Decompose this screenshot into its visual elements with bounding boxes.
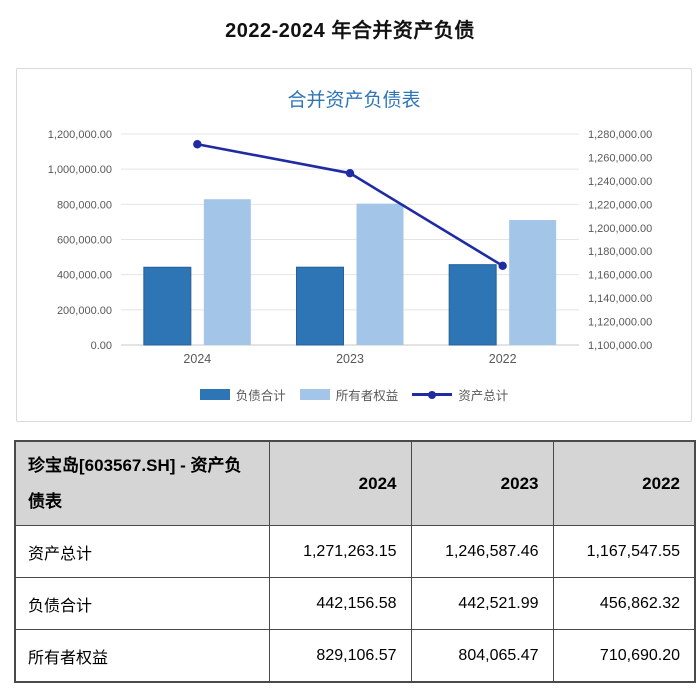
left-axis-tick-label: 1,200,000.00 bbox=[48, 129, 112, 141]
legend-label-equity: 所有者权益 bbox=[335, 389, 399, 403]
cell-value: 710,690.20 bbox=[552, 629, 696, 683]
line-marker-2024 bbox=[193, 140, 202, 149]
bar-equity-2023 bbox=[356, 203, 404, 345]
row-label: 负债合计 bbox=[14, 577, 270, 631]
legend-item-equity: 所有者权益 bbox=[299, 385, 399, 404]
table-row-owners-equity: 所有者权益 829,106.57 804,065.47 710,690.20 bbox=[14, 629, 696, 683]
legend-label-assets: 资产总计 bbox=[458, 389, 509, 403]
combo-chart: 0.00 200,000.00 400,000.00 600,000.00 800,00… bbox=[48, 129, 652, 366]
left-axis-tick-label: 1,000,000.00 bbox=[48, 164, 112, 176]
right-axis-tick-label: 1,260,000.00 bbox=[588, 152, 652, 164]
cell-value: 1,271,263.15 bbox=[268, 525, 412, 579]
right-axis-tick-label: 1,120,000.00 bbox=[588, 317, 652, 329]
right-axis-tick-label: 1,200,000.00 bbox=[588, 223, 652, 235]
bar-equity-2022 bbox=[509, 220, 557, 345]
table-header-row: 珍宝岛[603567.SH] - 资产负债表 2024 2023 2022 bbox=[14, 440, 696, 527]
right-axis-tick-label: 1,240,000.00 bbox=[588, 176, 652, 188]
cell-value: 442,156.58 bbox=[268, 577, 412, 631]
table-title-cell: 珍宝岛[603567.SH] - 资产负债表 bbox=[14, 440, 270, 527]
cell-value: 456,862.32 bbox=[552, 577, 696, 631]
bar-liabilities-2023 bbox=[296, 266, 344, 346]
right-axis-tick-label: 1,140,000.00 bbox=[588, 293, 652, 305]
right-axis-tick-label: 1,220,000.00 bbox=[588, 199, 652, 211]
cell-value: 1,167,547.55 bbox=[552, 525, 696, 579]
column-header-2024: 2024 bbox=[268, 440, 412, 527]
bar-liabilities-2024 bbox=[143, 266, 192, 346]
column-header-2022: 2022 bbox=[552, 440, 696, 527]
assets-line-swatch-icon bbox=[412, 390, 453, 399]
legend-item-assets: 资产总计 bbox=[412, 385, 508, 404]
cell-value: 804,065.47 bbox=[410, 629, 554, 683]
right-axis-tick-label: 1,280,000.00 bbox=[588, 129, 652, 141]
chart-card: 0.00 200,000.00 400,000.00 600,000.00 800,00… bbox=[16, 68, 692, 422]
chart-legend: 负债合计 所有者权益 资产总计 bbox=[17, 385, 691, 404]
x-axis-label-2023: 2023 bbox=[336, 352, 364, 366]
line-marker-2022 bbox=[498, 261, 507, 271]
cell-value: 829,106.57 bbox=[268, 629, 412, 683]
left-axis-tick-label: 0.00 bbox=[91, 340, 112, 352]
left-axis-tick-label: 800,000.00 bbox=[57, 199, 112, 211]
row-label: 资产总计 bbox=[14, 525, 270, 579]
left-axis-tick-label: 400,000.00 bbox=[57, 270, 112, 282]
legend-item-liabilities: 负债合计 bbox=[199, 385, 286, 404]
table-row-total-assets: 资产总计 1,271,263.15 1,246,587.46 1,167,547… bbox=[14, 525, 696, 579]
table-row-total-liabilities: 负债合计 442,156.58 442,521.99 456,862.32 bbox=[14, 577, 696, 631]
right-axis-tick-label: 1,160,000.00 bbox=[588, 270, 652, 282]
assets-line-marker-icon bbox=[428, 390, 437, 399]
legend-label-liabilities: 负债合计 bbox=[235, 389, 286, 403]
left-axis-tick-label: 200,000.00 bbox=[57, 305, 112, 317]
left-axis-tick-label: 600,000.00 bbox=[57, 235, 112, 247]
chart-title: 合并资产负债表 bbox=[287, 90, 421, 111]
cell-value: 442,521.99 bbox=[410, 577, 554, 631]
bar-liabilities-2022 bbox=[448, 264, 497, 346]
equity-swatch-icon bbox=[299, 389, 330, 400]
x-axis-label-2024: 2024 bbox=[183, 352, 211, 366]
cell-value: 1,246,587.46 bbox=[410, 525, 554, 579]
row-label: 所有者权益 bbox=[14, 629, 270, 683]
right-axis-tick-label: 1,100,000.00 bbox=[588, 340, 652, 352]
line-marker-2023 bbox=[345, 168, 355, 178]
bar-equity-2024 bbox=[203, 199, 251, 345]
right-axis-tick-label: 1,180,000.00 bbox=[588, 246, 652, 258]
balance-sheet-table: 珍宝岛[603567.SH] - 资产负债表 2024 2023 2022 资产… bbox=[14, 440, 696, 683]
page-title: 2022-2024 年合并资产负债 bbox=[225, 20, 475, 42]
x-axis-label-2022: 2022 bbox=[489, 352, 517, 366]
column-header-2023: 2023 bbox=[410, 440, 554, 527]
liabilities-swatch-icon bbox=[199, 389, 230, 400]
